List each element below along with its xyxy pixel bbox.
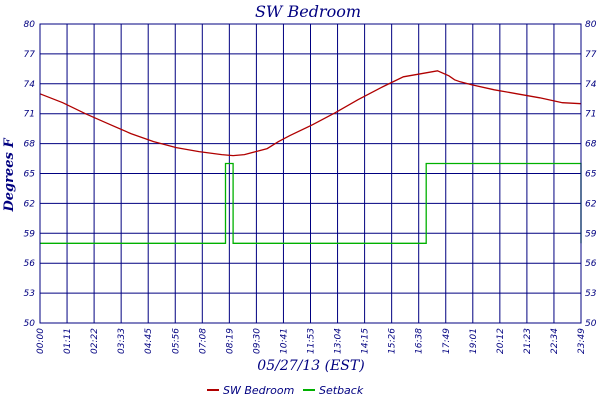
x-tick-label: 05:56	[171, 328, 181, 354]
x-tick-label: 13:04	[334, 328, 344, 354]
x-axis-label: 05/27/13 (EST)	[257, 358, 364, 374]
grid	[39, 23, 582, 324]
y-tick-label-right: 59	[585, 229, 597, 239]
x-tick-label: 07:08	[198, 328, 208, 354]
tick-labels: 80 80 77 77 74 74 71 71 68 68 65 65 62 62 59 59 56 56 53 53…	[24, 20, 597, 354]
x-tick-label: 19:01	[469, 328, 479, 354]
x-tick-label: 22:34	[550, 328, 560, 354]
x-tick-label: 20:12	[496, 328, 506, 354]
y-tick-label-left: 65	[24, 170, 36, 180]
plot-frame	[39, 23, 582, 324]
x-tick-label: 02:22	[90, 328, 100, 354]
y-tick-label-left: 50	[24, 319, 36, 329]
legend-entry: Setback	[319, 384, 364, 397]
y-tick-label-right: 68	[585, 140, 597, 150]
x-tick-label: 09:30	[252, 328, 262, 354]
series-lines	[39, 70, 582, 244]
y-tick-label-right: 74	[585, 80, 597, 90]
y-tick-label-left: 68	[24, 140, 36, 150]
y-tick-label-left: 80	[24, 20, 36, 30]
y-tick-label-right: 71	[585, 110, 596, 120]
y-tick-label-left: 53	[24, 289, 36, 299]
x-tick-label: 15:26	[388, 328, 398, 354]
y-tick-label-left: 62	[24, 199, 36, 209]
legend-entry: SW Bedroom	[223, 384, 294, 397]
y-tick-label-right: 77	[585, 50, 597, 60]
x-tick-label: 10:41	[279, 328, 289, 354]
x-tick-label: 21:23	[523, 328, 533, 354]
x-tick-label: 17:49	[442, 328, 452, 354]
x-tick-label: 03:33	[117, 328, 127, 354]
x-tick-label: 04:45	[144, 328, 154, 354]
y-tick-label-left: 74	[24, 80, 36, 90]
x-tick-label: 08:19	[225, 328, 235, 354]
series-line-0	[39, 70, 582, 157]
y-tick-label-left: 59	[24, 229, 36, 239]
y-tick-label-right: 53	[585, 289, 597, 299]
x-tick-label: 01:11	[63, 328, 73, 354]
series-line-1	[40, 162, 582, 244]
y-tick-label-right: 50	[585, 319, 597, 329]
y-tick-label-right: 56	[585, 259, 597, 269]
chart-title: SW Bedroom	[255, 2, 361, 21]
x-tick-label: 00:00	[36, 328, 46, 354]
x-tick-label: 11:53	[307, 328, 317, 354]
legend: SW Bedroom Setback	[207, 384, 364, 397]
y-tick-label-left: 77	[24, 50, 36, 60]
y-tick-label-right: 62	[585, 199, 597, 209]
y-axis-label: Degrees F	[2, 138, 17, 213]
y-tick-label-right: 65	[585, 170, 597, 180]
x-tick-label: 23:49	[577, 328, 587, 354]
x-tick-label: 16:38	[415, 328, 425, 354]
x-tick-label: 14:15	[361, 328, 371, 354]
y-tick-label-left: 71	[24, 110, 35, 120]
y-tick-label-right: 80	[585, 20, 597, 30]
y-tick-label-left: 56	[24, 259, 36, 269]
